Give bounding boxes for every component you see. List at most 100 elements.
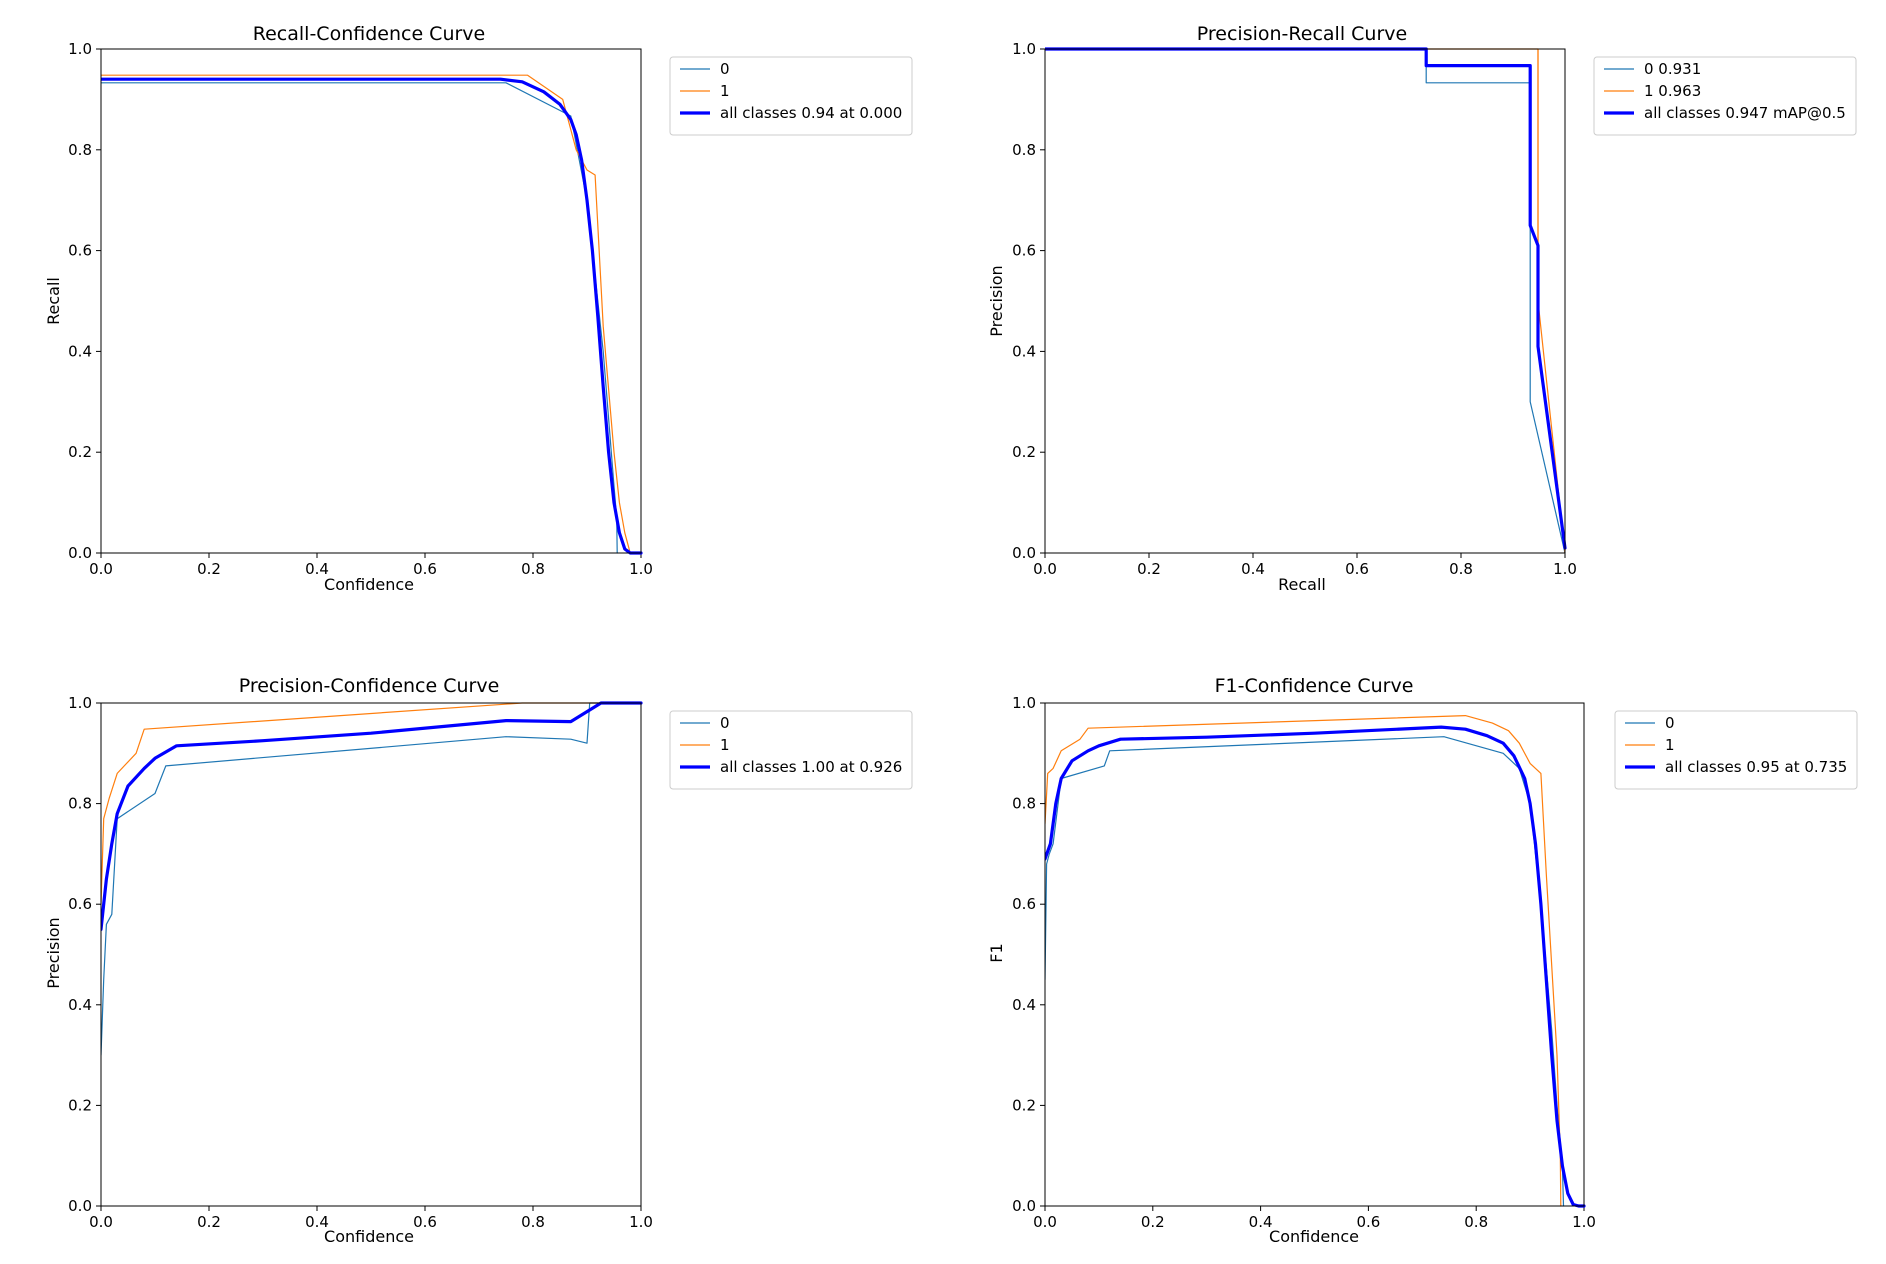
x-tick-label: 1.0 bbox=[629, 560, 653, 578]
legend-label: all classes 0.947 mAP@0.5 bbox=[1644, 104, 1846, 122]
x-tick-label: 0.8 bbox=[1449, 560, 1473, 578]
legend-label: all classes 1.00 at 0.926 bbox=[720, 758, 902, 776]
panel-precision-confidence: Precision-Confidence Curve Confidence Pr… bbox=[44, 675, 499, 1246]
x-tick-label: 0.0 bbox=[89, 560, 113, 578]
legend-label: 1 bbox=[720, 82, 730, 100]
x-axis-label: Confidence bbox=[324, 575, 414, 594]
legend-label: all classes 0.94 at 0.000 bbox=[720, 104, 902, 122]
series-group bbox=[101, 701, 643, 1056]
legend: 0 0.931 1 0.963 all classes 0.947 mAP@0.5 bbox=[1593, 56, 1857, 136]
y-tick-label: 0.6 bbox=[68, 895, 92, 913]
x-tick-label: 0.6 bbox=[413, 1213, 437, 1231]
chart-title: F1-Confidence Curve bbox=[1215, 675, 1414, 697]
legend-box bbox=[669, 56, 913, 136]
x-tick-label: 0.2 bbox=[1137, 560, 1161, 578]
x-axis-label: Recall bbox=[1278, 575, 1326, 594]
x-tick-label: 0.2 bbox=[1141, 1213, 1165, 1231]
x-axis-label: Confidence bbox=[1269, 1227, 1359, 1246]
y-tick-label: 0.8 bbox=[1012, 141, 1036, 159]
y-tick-label: 0.4 bbox=[68, 342, 92, 360]
y-tick-label: 0.2 bbox=[1012, 443, 1036, 461]
x-tick-label: 0.0 bbox=[1033, 1213, 1057, 1231]
y-tick-label: 0.6 bbox=[1012, 895, 1036, 913]
legend-box bbox=[1593, 56, 1857, 136]
legend: 0 1 all classes 1.00 at 0.926 bbox=[669, 710, 913, 790]
legend-label: 1 bbox=[1665, 736, 1675, 754]
x-tick-label: 0.2 bbox=[197, 560, 221, 578]
x-tick-label: 0.2 bbox=[197, 1213, 221, 1231]
x-tick-label: 0.4 bbox=[305, 1213, 329, 1231]
y-tick-label: 0.8 bbox=[68, 795, 92, 813]
x-tick-label: 0.6 bbox=[413, 560, 437, 578]
y-tick-label: 0.4 bbox=[1012, 996, 1036, 1014]
y-tick-label: 0.2 bbox=[1012, 1096, 1036, 1114]
series-line-1 bbox=[1045, 714, 1562, 1207]
axes-frame bbox=[1044, 702, 1585, 1207]
plot-precision-confidence: 0.0 0.2 0.4 0.6 0.8 1.0 0.0 0.2 0.4 0.6 0.8 1.0 0 1 al… bbox=[68, 694, 913, 1231]
y-tick-label: 0.0 bbox=[1012, 544, 1036, 562]
legend: 0 1 all classes 0.95 at 0.735 bbox=[1614, 710, 1858, 790]
y-axis-label: Precision bbox=[987, 265, 1006, 336]
legend-label: 0 bbox=[1665, 714, 1675, 732]
x-tick-label: 1.0 bbox=[629, 1213, 653, 1231]
chart-title: Precision-Confidence Curve bbox=[239, 675, 500, 697]
series-line-2 bbox=[101, 77, 643, 555]
legend-label: 0 bbox=[720, 60, 730, 78]
x-tick-label: 0.0 bbox=[89, 1213, 113, 1231]
x-tick-label: 0.6 bbox=[1356, 1213, 1380, 1231]
x-tick-label: 0.6 bbox=[1345, 560, 1369, 578]
series-line-2 bbox=[1045, 47, 1567, 550]
series-group bbox=[101, 74, 643, 555]
y-axis-label: Recall bbox=[44, 277, 63, 325]
legend-box bbox=[1614, 710, 1858, 790]
x-tick-label: 0.8 bbox=[521, 1213, 545, 1231]
plot-f1-confidence: 0.0 0.2 0.4 0.6 0.8 1.0 0.0 0.2 0.4 0.6 0.8 1.0 0 1 al… bbox=[1012, 694, 1858, 1231]
axes-frame bbox=[100, 702, 642, 1207]
series-line-2 bbox=[101, 701, 643, 931]
y-tick-label: 1.0 bbox=[68, 40, 92, 58]
y-tick-label: 1.0 bbox=[68, 694, 92, 712]
legend: 0 1 all classes 0.94 at 0.000 bbox=[669, 56, 913, 136]
y-axis-label: F1 bbox=[987, 943, 1006, 962]
x-tick-label: 0.4 bbox=[305, 560, 329, 578]
y-tick-label: 0.8 bbox=[68, 141, 92, 159]
series-group bbox=[1045, 47, 1567, 554]
y-axis-label: Precision bbox=[44, 917, 63, 988]
legend-label: 1 bbox=[720, 736, 730, 754]
chart-title: Recall-Confidence Curve bbox=[253, 23, 485, 45]
x-tick-label: 0.4 bbox=[1249, 1213, 1273, 1231]
series-line-0 bbox=[101, 82, 618, 554]
legend-label: 0 0.931 bbox=[1644, 60, 1701, 78]
y-tick-label: 0.6 bbox=[68, 242, 92, 260]
y-tick-label: 1.0 bbox=[1012, 694, 1036, 712]
y-tick-label: 0.2 bbox=[68, 1096, 92, 1114]
legend-label: 0 bbox=[720, 714, 730, 732]
x-tick-label: 1.0 bbox=[1572, 1213, 1596, 1231]
legend-box bbox=[669, 710, 913, 790]
y-tick-label: 0.4 bbox=[68, 996, 92, 1014]
y-tick-label: 0.6 bbox=[1012, 242, 1036, 260]
y-tick-label: 0.0 bbox=[68, 1197, 92, 1215]
series-line-1 bbox=[1045, 48, 1566, 554]
legend-label: 1 0.963 bbox=[1644, 82, 1701, 100]
panel-recall-confidence: Recall-Confidence Curve Confidence Recal… bbox=[44, 23, 485, 594]
y-tick-label: 0.0 bbox=[68, 544, 92, 562]
series-line-1 bbox=[101, 702, 642, 905]
chart-title: Precision-Recall Curve bbox=[1197, 23, 1407, 45]
x-tick-label: 0.4 bbox=[1241, 560, 1265, 578]
y-tick-label: 0.0 bbox=[1012, 1197, 1036, 1215]
panel-f1-confidence: F1-Confidence Curve Confidence F1 bbox=[987, 675, 1413, 1246]
x-axis-label: Confidence bbox=[324, 1227, 414, 1246]
x-tick-label: 0.8 bbox=[1464, 1213, 1488, 1231]
series-line-0 bbox=[1045, 736, 1565, 1207]
series-group bbox=[1045, 714, 1586, 1208]
y-tick-label: 0.8 bbox=[1012, 795, 1036, 813]
plot-precision-recall: 0.0 0.2 0.4 0.6 0.8 1.0 0.0 0.2 0.4 0.6 0.8 1.0 0 0.… bbox=[1012, 40, 1857, 578]
series-line-0 bbox=[101, 702, 642, 1056]
series-line-0 bbox=[1045, 48, 1566, 554]
x-tick-label: 0.8 bbox=[521, 560, 545, 578]
x-tick-label: 1.0 bbox=[1553, 560, 1577, 578]
plot-recall-confidence: 0.0 0.2 0.4 0.6 0.8 1.0 0.0 0.2 0.4 0.6 0.8 1.0 0 1 al… bbox=[68, 40, 913, 578]
y-tick-label: 0.2 bbox=[68, 443, 92, 461]
